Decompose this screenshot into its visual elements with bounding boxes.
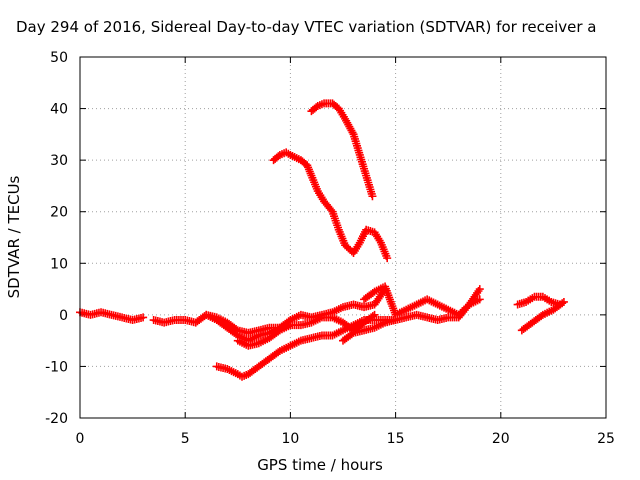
data-point <box>139 313 148 322</box>
data-point <box>475 285 484 294</box>
data-point <box>368 312 377 321</box>
x-axis-label: GPS time / hours <box>257 456 383 474</box>
data-points <box>76 99 568 381</box>
y-tick-label: -20 <box>45 411 68 427</box>
x-tick-label: 15 <box>387 431 405 447</box>
axis-ticks: 0 5 10 15 20 25 -20 -10 0 10 20 30 40 50 <box>45 50 615 447</box>
x-tick-label: 0 <box>76 431 85 447</box>
data-point <box>555 300 564 309</box>
y-tick-label: 0 <box>59 308 68 324</box>
data-point <box>370 310 379 319</box>
data-point <box>347 330 356 339</box>
x-tick-label: 10 <box>281 431 299 447</box>
data-point <box>368 192 377 201</box>
y-tick-label: 40 <box>50 102 68 118</box>
x-tick-label: 5 <box>181 431 190 447</box>
data-point <box>559 297 568 306</box>
data-point <box>383 254 392 263</box>
y-tick-label: -10 <box>45 359 68 375</box>
chart-title: Day 294 of 2016, Sidereal Day-to-day VTE… <box>16 18 597 36</box>
y-tick-label: 20 <box>50 205 68 221</box>
x-tick-label: 20 <box>492 431 510 447</box>
x-tick-label: 25 <box>597 431 615 447</box>
y-tick-label: 30 <box>50 153 68 169</box>
y-tick-label: 10 <box>50 256 68 272</box>
grid-lines <box>80 57 606 418</box>
y-tick-label: 50 <box>50 50 68 66</box>
plot-frame <box>79 56 607 419</box>
